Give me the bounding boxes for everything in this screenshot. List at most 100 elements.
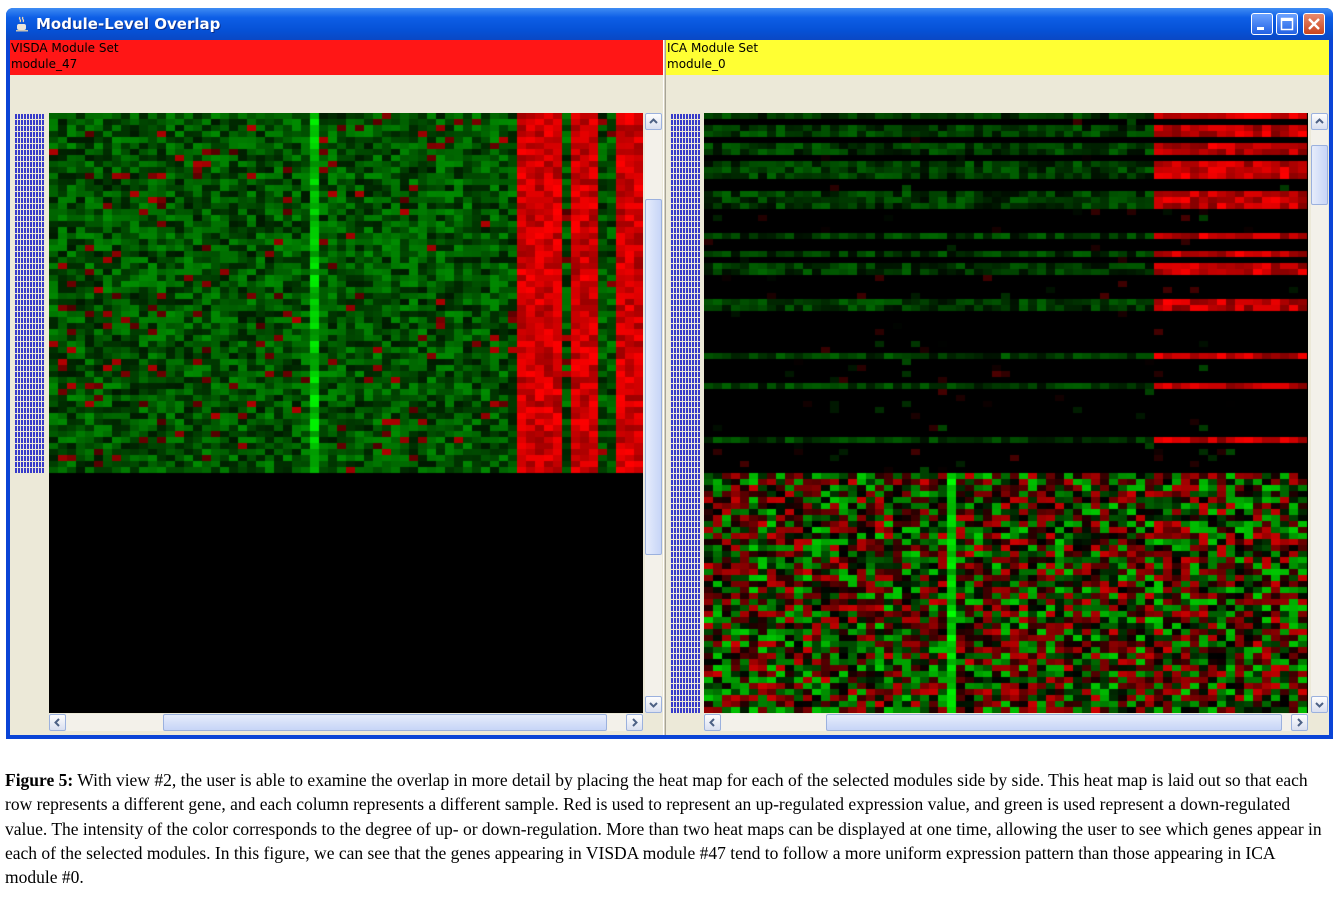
gene-label bbox=[671, 462, 701, 467]
split-pane-divider[interactable] bbox=[663, 40, 666, 735]
gene-label bbox=[671, 636, 701, 641]
heatmap-visda-module-47[interactable] bbox=[49, 113, 643, 713]
gene-label bbox=[671, 150, 701, 155]
scroll-up-button[interactable] bbox=[1311, 113, 1328, 130]
gene-label bbox=[671, 486, 701, 491]
gene-label bbox=[15, 390, 45, 395]
gene-label bbox=[671, 606, 701, 611]
gene-label bbox=[671, 240, 701, 245]
gene-label bbox=[671, 204, 701, 209]
gene-label bbox=[671, 120, 701, 125]
gene-label bbox=[15, 420, 45, 425]
figure-caption: Figure 5: With view #2, the user is able… bbox=[5, 768, 1325, 889]
scroll-right-button[interactable] bbox=[626, 714, 643, 731]
gene-label bbox=[15, 288, 45, 293]
gene-label bbox=[671, 654, 701, 659]
gene-label bbox=[671, 276, 701, 281]
gene-label bbox=[15, 120, 45, 125]
window-title: Module-Level Overlap bbox=[36, 15, 221, 33]
gene-label bbox=[671, 132, 701, 137]
gene-label bbox=[15, 372, 45, 377]
gene-label bbox=[671, 504, 701, 509]
gene-label bbox=[671, 624, 701, 629]
gene-label bbox=[15, 204, 45, 209]
gene-labels-column bbox=[12, 113, 48, 473]
close-button[interactable] bbox=[1303, 13, 1325, 35]
scroll-thumb[interactable] bbox=[1311, 145, 1328, 205]
gene-label bbox=[671, 192, 701, 197]
gene-label bbox=[671, 498, 701, 503]
gene-label bbox=[671, 444, 701, 449]
gene-label bbox=[15, 396, 45, 401]
gene-label bbox=[671, 546, 701, 551]
gene-label bbox=[671, 516, 701, 521]
module-name-label: module_47 bbox=[11, 57, 78, 71]
horizontal-scrollbar[interactable] bbox=[704, 714, 1308, 731]
scroll-left-button[interactable] bbox=[49, 714, 66, 731]
gene-label bbox=[671, 318, 701, 323]
gene-label bbox=[671, 180, 701, 185]
gene-label bbox=[671, 432, 701, 437]
gene-label bbox=[671, 438, 701, 443]
gene-label bbox=[15, 318, 45, 323]
gene-label bbox=[15, 324, 45, 329]
scroll-left-button[interactable] bbox=[704, 714, 721, 731]
scroll-thumb[interactable] bbox=[163, 714, 607, 731]
gene-label bbox=[15, 270, 45, 275]
horizontal-scrollbar[interactable] bbox=[49, 714, 643, 731]
chevron-up-icon bbox=[649, 118, 658, 124]
gene-label bbox=[671, 306, 701, 311]
gene-label bbox=[671, 696, 701, 701]
gene-label bbox=[15, 384, 45, 389]
gene-label bbox=[671, 384, 701, 389]
gene-label bbox=[15, 216, 45, 221]
gene-label bbox=[15, 408, 45, 413]
gene-label bbox=[671, 336, 701, 341]
scroll-down-button[interactable] bbox=[1311, 696, 1328, 713]
figure-caption-text: With view #2, the user is able to examin… bbox=[5, 770, 1322, 888]
gene-label bbox=[671, 612, 701, 617]
gene-label bbox=[15, 378, 45, 383]
gene-label bbox=[671, 648, 701, 653]
gene-label bbox=[15, 468, 45, 473]
maximize-button[interactable] bbox=[1276, 13, 1298, 35]
gene-label bbox=[671, 162, 701, 167]
scroll-thumb[interactable] bbox=[645, 199, 662, 555]
app-window: Module-Level Overlap VISDA Module Set mo… bbox=[6, 8, 1333, 739]
chevron-up-icon bbox=[1315, 118, 1324, 124]
gene-label bbox=[15, 312, 45, 317]
gene-label bbox=[671, 348, 701, 353]
chevron-right-icon bbox=[632, 718, 638, 727]
gene-label bbox=[15, 114, 45, 119]
gene-label bbox=[671, 402, 701, 407]
vertical-scrollbar[interactable] bbox=[645, 113, 662, 713]
gene-label bbox=[671, 570, 701, 575]
title-bar[interactable]: Module-Level Overlap bbox=[6, 8, 1333, 40]
gene-label bbox=[15, 330, 45, 335]
gene-label bbox=[671, 324, 701, 329]
scroll-up-button[interactable] bbox=[645, 113, 662, 130]
minimize-button[interactable] bbox=[1251, 13, 1273, 35]
gene-label bbox=[671, 270, 701, 275]
scroll-thumb[interactable] bbox=[826, 714, 1282, 731]
vertical-scrollbar[interactable] bbox=[1311, 113, 1328, 713]
gene-label bbox=[671, 390, 701, 395]
heatmap-ica-module-0[interactable] bbox=[704, 113, 1308, 713]
gene-label bbox=[671, 396, 701, 401]
gene-label bbox=[671, 630, 701, 635]
gene-label bbox=[671, 474, 701, 479]
window-client-area: VISDA Module Set module_47 bbox=[10, 40, 1329, 735]
gene-label bbox=[15, 180, 45, 185]
scroll-right-button[interactable] bbox=[1291, 714, 1308, 731]
gene-label bbox=[671, 186, 701, 191]
gene-label bbox=[15, 162, 45, 167]
gene-label bbox=[671, 168, 701, 173]
java-coffee-cup-icon bbox=[16, 16, 28, 32]
gene-label bbox=[671, 678, 701, 683]
gene-label bbox=[671, 408, 701, 413]
gene-label bbox=[15, 348, 45, 353]
scroll-down-button[interactable] bbox=[645, 696, 662, 713]
module-set-label: VISDA Module Set bbox=[11, 41, 119, 55]
gene-label bbox=[15, 252, 45, 257]
chevron-right-icon bbox=[1297, 718, 1303, 727]
